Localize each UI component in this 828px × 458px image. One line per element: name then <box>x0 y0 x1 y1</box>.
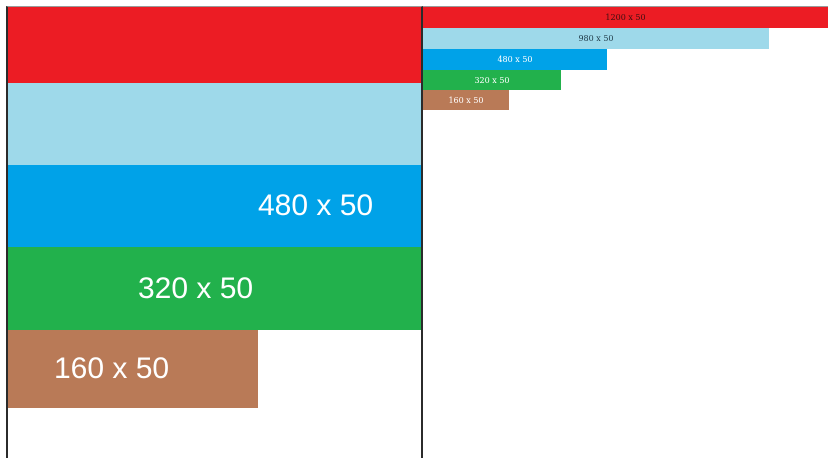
bar-320x50: 320 x 50 <box>8 247 421 330</box>
bar-label: 160 x 50 <box>448 95 484 105</box>
bar-label: 320 x 50 <box>474 75 510 85</box>
bar-1200x50: 1200 x 50 <box>423 7 828 28</box>
bar-label: 1200 x 50 <box>605 13 646 22</box>
bar-label: 480 x 50 <box>258 189 374 222</box>
bar-980x50 <box>8 83 421 165</box>
bar-160x50: 160 x 50 <box>8 330 258 408</box>
bar-980x50: 980 x 50 <box>423 28 769 49</box>
bar-320x50: 320 x 50 <box>423 70 561 90</box>
bar-label: 320 x 50 <box>138 271 254 305</box>
bar-label: 480 x 50 <box>497 55 533 64</box>
bar-160x50: 160 x 50 <box>423 90 509 110</box>
bar-480x50: 480 x 50 <box>8 165 421 247</box>
bar-1200x50 <box>8 7 421 83</box>
zoomed-panel: 480 x 50 320 x 50 160 x 50 <box>6 6 423 458</box>
bar-480x50: 480 x 50 <box>423 49 607 70</box>
overview-panel: 1200 x 50 980 x 50 480 x 50 320 x 50 160… <box>423 6 828 458</box>
bar-label: 160 x 50 <box>54 352 170 385</box>
bar-label: 980 x 50 <box>578 34 614 43</box>
